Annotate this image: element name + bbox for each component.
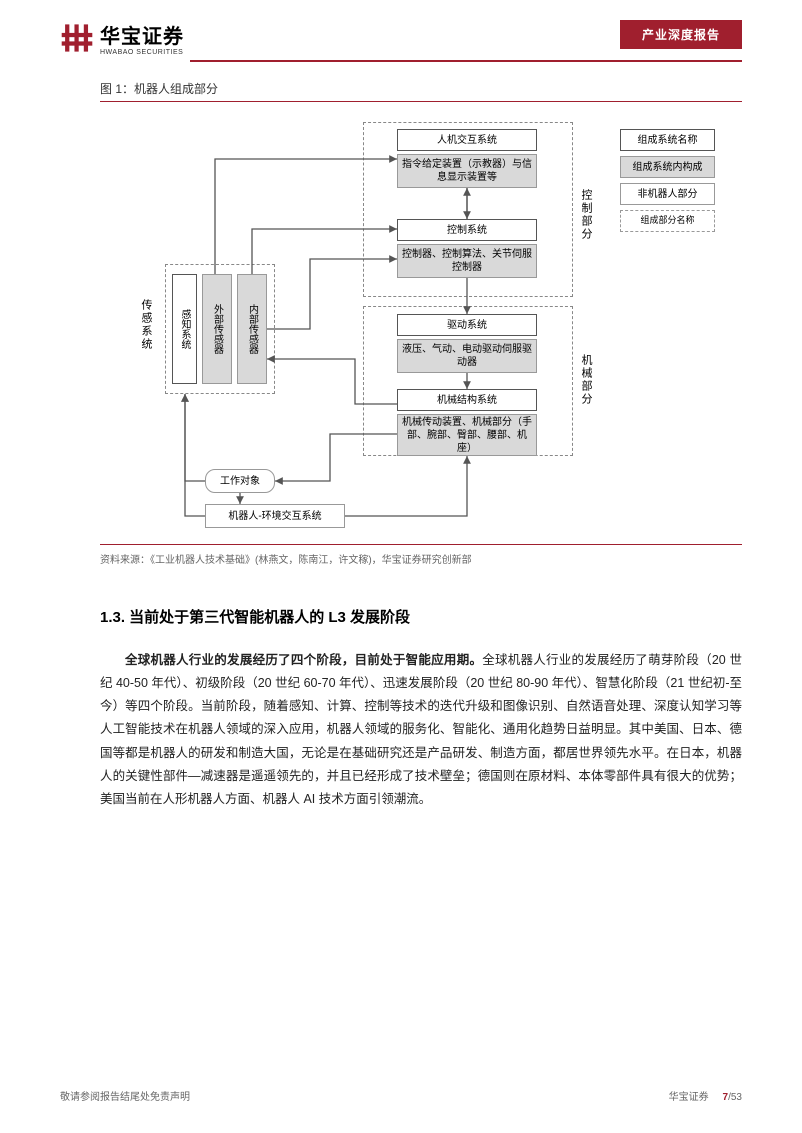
diagram-connectors [110, 114, 730, 534]
body-paragraph: 全球机器人行业的发展经历了四个阶段，目前处于智能应用期。全球机器人行业的发展经历… [100, 649, 742, 811]
robot-composition-diagram: 组成系统名称 组成系统内构成 非机器人部分 组成部分名称 传感系统 控制部分 机… [110, 114, 730, 534]
logo-text-cn: 华宝证券 [100, 20, 184, 49]
hwabao-logo-icon [60, 21, 94, 55]
figure-title: 图 1：机器人组成部分 [100, 80, 742, 97]
footer-disclaimer: 敬请参阅报告结尾处免责声明 [60, 1088, 190, 1103]
body-lead-bold: 全球机器人行业的发展经历了四个阶段，目前处于智能应用期。 [125, 653, 482, 667]
report-type-banner: 产业深度报告 [620, 20, 742, 49]
page-header: 华宝证券 HWABAO SECURITIES 产业深度报告 [0, 0, 802, 56]
page-footer: 敬请参阅报告结尾处免责声明 华宝证券 7/53 [60, 1088, 742, 1103]
footer-brand: 华宝证券 [669, 1092, 709, 1103]
page-current: 7 [723, 1092, 729, 1103]
figure-title-divider [100, 101, 742, 102]
main-content: 图 1：机器人组成部分 组成系统名称 组成系统内构成 非机器人部分 组成部分名称… [0, 62, 802, 811]
figure-source-divider [100, 544, 742, 545]
figure-source: 资料来源：《工业机器人技术基础》(林燕文，陈南江，许文稼)，华宝证券研究创新部 [100, 551, 742, 566]
body-main-text: 全球机器人行业的发展经历了萌芽阶段（20 世纪 40-50 年代）、初级阶段（2… [100, 653, 742, 806]
logo-block: 华宝证券 HWABAO SECURITIES [60, 20, 184, 56]
section-heading: 1.3. 当前处于第三代智能机器人的 L3 发展阶段 [100, 606, 742, 627]
page-total: 53 [731, 1092, 742, 1103]
logo-text-en: HWABAO SECURITIES [100, 49, 184, 56]
page-number: 7/53 [723, 1092, 742, 1103]
